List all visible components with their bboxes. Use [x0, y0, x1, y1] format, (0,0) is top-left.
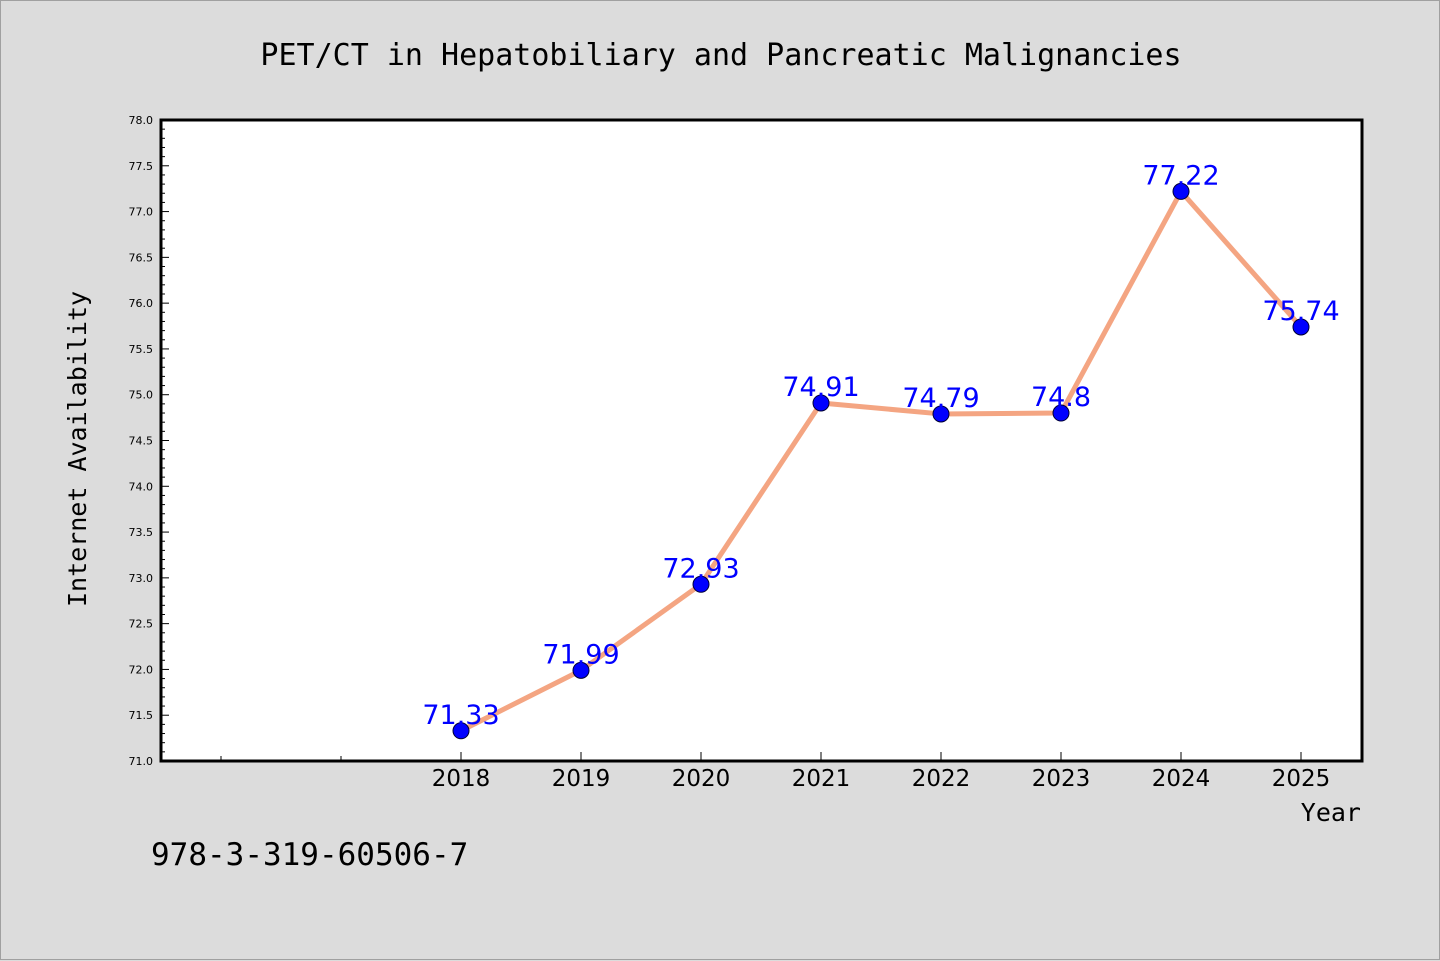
y-tick-label: 71.0 — [129, 755, 154, 768]
y-axis: 71.0 71.5 72.0 72.5 73.0 73.5 74.0 74.5 75.0 75.5… — [129, 114, 169, 768]
data-label: 71.33 — [422, 700, 499, 731]
y-tick-label: 76.5 — [129, 251, 154, 264]
y-tick-label: 77.0 — [129, 206, 154, 219]
x-tick-label: 2020 — [672, 766, 731, 792]
x-axis: 2018 2019 2020 2021 2022 2023 2024 2025 — [220, 752, 1331, 792]
data-point — [572, 661, 590, 679]
series-line — [458, 188, 1304, 734]
y-tick-label: 73.0 — [129, 572, 154, 585]
y-tick-label: 75.0 — [129, 389, 154, 402]
y-tick-label: 74.0 — [129, 480, 154, 493]
data-point — [692, 575, 710, 593]
x-tick-label: 2018 — [432, 766, 491, 792]
data-point — [932, 405, 950, 423]
x-tick-label: 2022 — [912, 766, 971, 792]
data-label: 74.8 — [1031, 382, 1091, 413]
y-tick-label: 76.0 — [129, 297, 154, 310]
data-label: 72.93 — [662, 553, 739, 584]
y-tick-label: 75.5 — [129, 343, 154, 356]
x-tick-label: 2024 — [1152, 766, 1211, 792]
series: 71.33 71.99 72.93 74.91 74.79 74.8 77.22 75.74 — [422, 160, 1340, 740]
y-tick-label: 74.5 — [129, 435, 154, 448]
data-point — [1052, 404, 1070, 422]
data-point — [452, 722, 470, 740]
y-tick-label: 73.5 — [129, 526, 154, 539]
y-tick-label: 72.5 — [129, 618, 154, 631]
x-tick-label: 2021 — [792, 766, 851, 792]
data-label: 74.79 — [902, 383, 979, 414]
data-point — [1292, 318, 1310, 336]
y-tick-label: 72.0 — [129, 663, 154, 676]
y-tick-label: 78.0 — [129, 114, 154, 127]
caption-isbn: 978-3-319-60506-7 — [151, 837, 468, 873]
y-tick-label: 77.5 — [129, 160, 154, 173]
x-axis-label: Year — [1301, 798, 1361, 827]
data-point — [1172, 182, 1190, 200]
y-axis-label: Internet Availability — [63, 291, 92, 607]
data-point — [812, 394, 830, 412]
x-tick-label: 2025 — [1272, 766, 1331, 792]
x-tick-label: 2019 — [552, 766, 611, 792]
data-label: 74.91 — [782, 372, 859, 403]
data-label: 77.22 — [1142, 160, 1219, 191]
data-label: 71.99 — [542, 639, 619, 670]
x-tick-label: 2023 — [1032, 766, 1091, 792]
y-tick-label: 71.5 — [129, 709, 154, 722]
data-label: 75.74 — [1262, 296, 1339, 327]
plot-area — [159, 118, 1364, 763]
chart-title: PET/CT in Hepatobiliary and Pancreatic M… — [260, 38, 1181, 73]
